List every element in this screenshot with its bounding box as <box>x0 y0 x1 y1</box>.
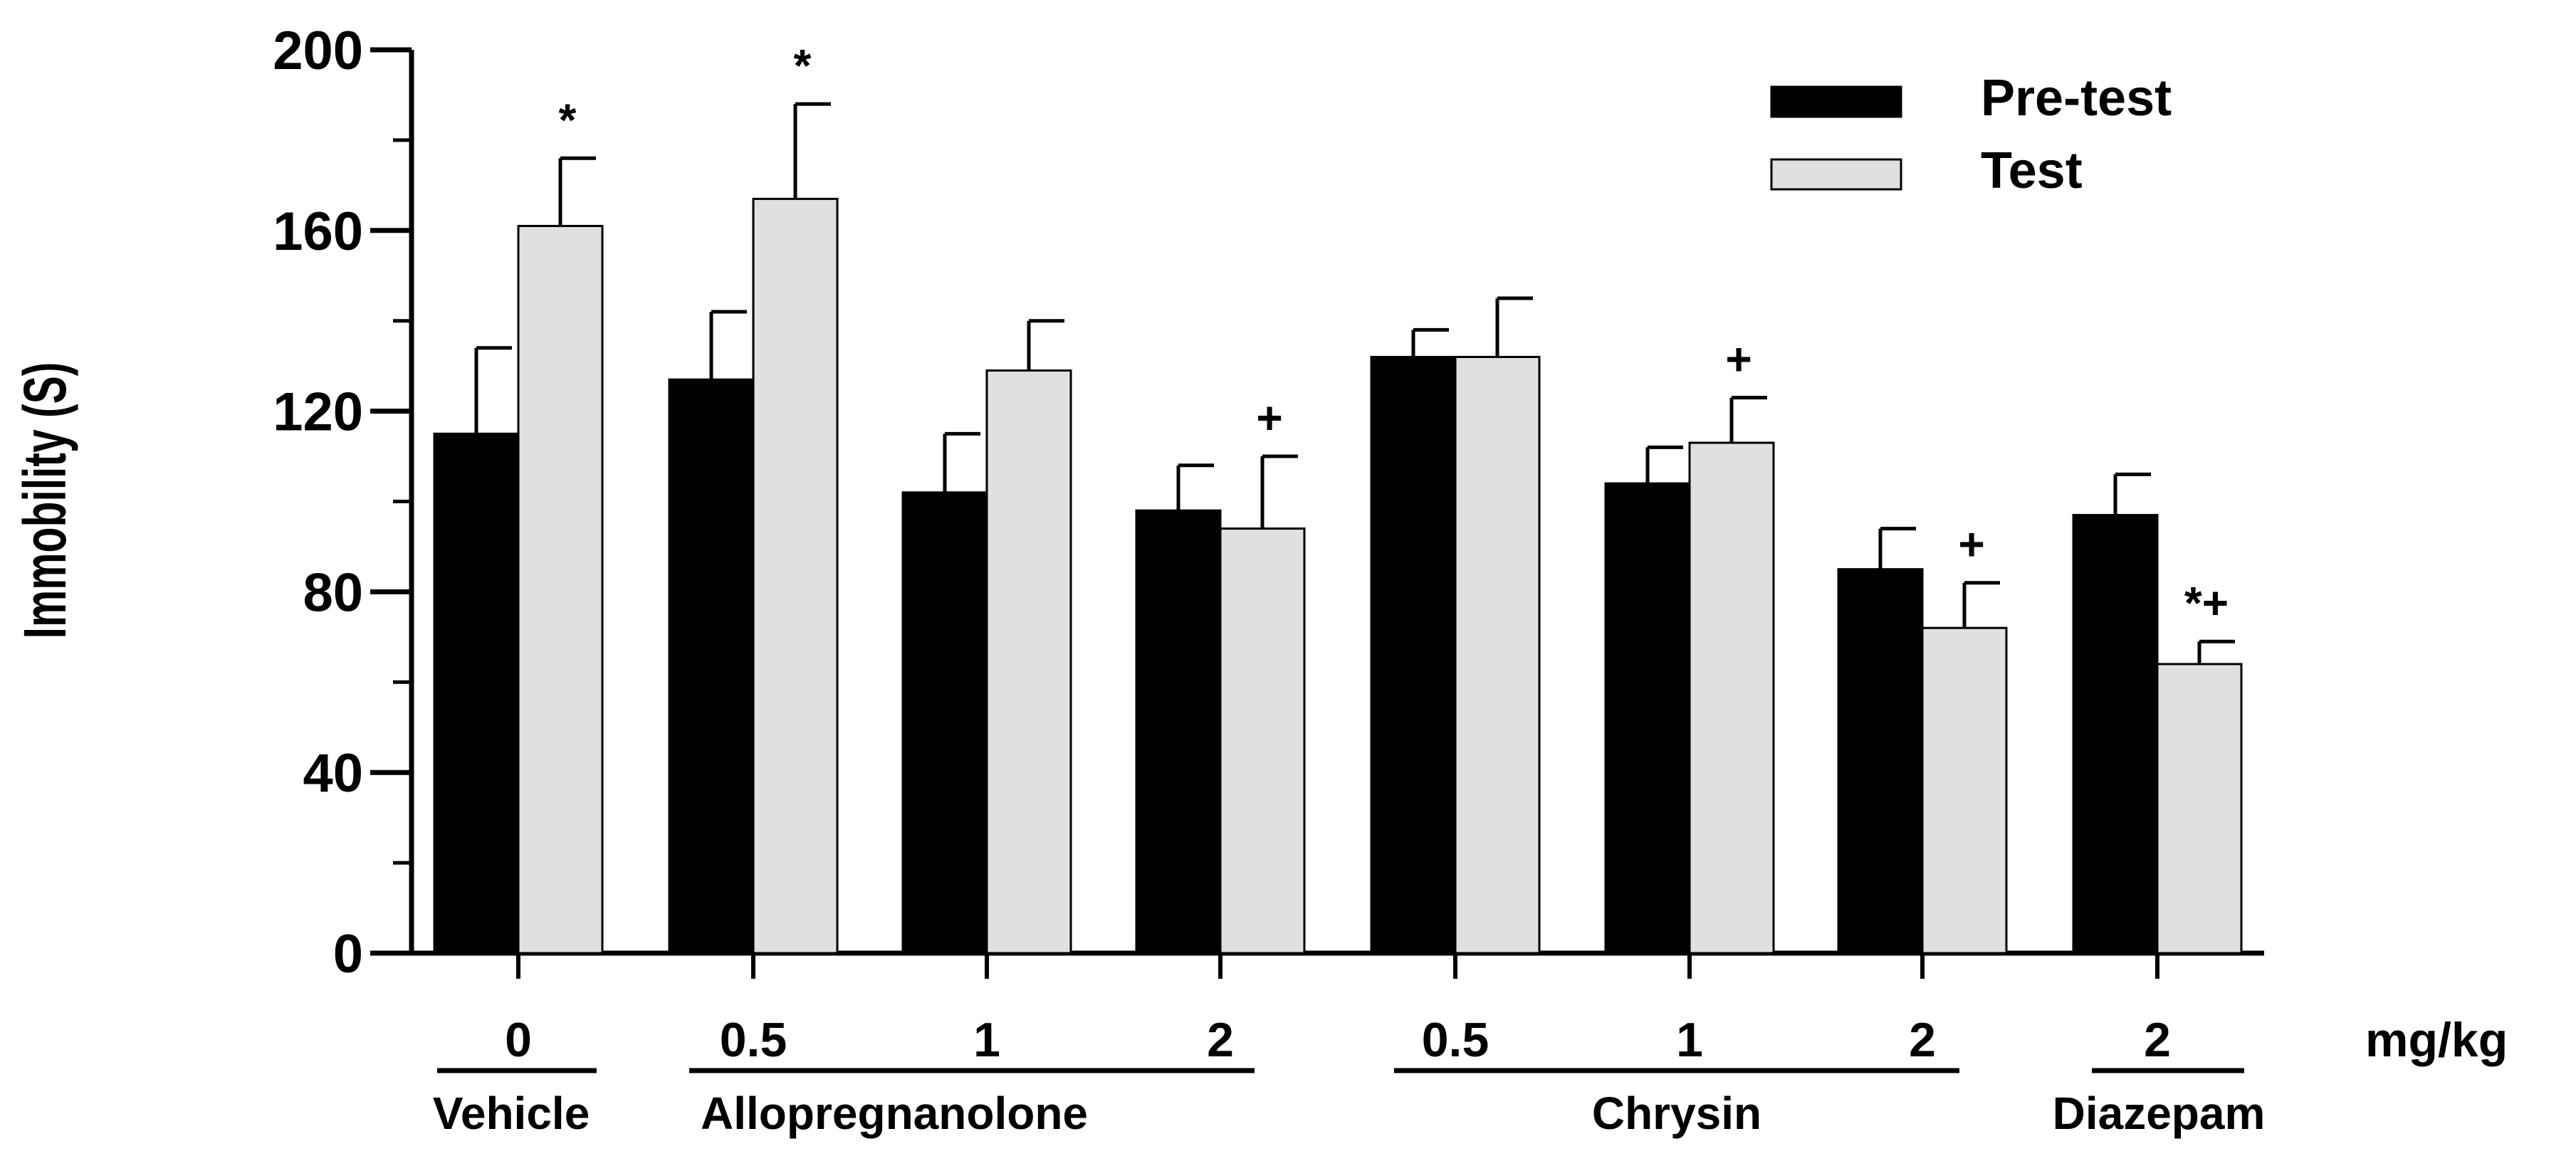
group-label: Diazepam <box>2053 1088 2266 1139</box>
bar-test <box>752 197 839 955</box>
legend-swatch-test <box>1770 158 1902 191</box>
bar-pretest <box>668 378 755 955</box>
legend-label-test: Test <box>1981 142 2083 199</box>
bar-test <box>1454 355 1541 955</box>
y-tick-label: 0 <box>333 924 363 984</box>
bar-test <box>2156 663 2243 955</box>
chart-body: 0 40 80 120 160 200 * 0 * 0.5 1 +2 0.5 +1 +2 *+ 2 Vehicle… <box>273 21 2265 1139</box>
significance-marker: *+ <box>2184 577 2229 629</box>
x-tick-label: 2 <box>1207 1013 1234 1067</box>
bar-test <box>517 224 604 955</box>
x-tick-label: 2 <box>2144 1013 2171 1067</box>
bar-pretest <box>1604 482 1691 955</box>
x-tick-label: 2 <box>1909 1013 1936 1067</box>
group-label: Chrysin <box>1592 1088 1761 1139</box>
x-tick-label: 1 <box>1676 1013 1703 1067</box>
unit-label: mg/kg <box>2365 1013 2508 1067</box>
bar-pretest <box>901 491 988 955</box>
bar-pretest <box>433 432 520 955</box>
y-tick-label: 200 <box>273 21 363 81</box>
bar-pretest <box>1135 509 1222 955</box>
bar-test <box>1219 527 1306 955</box>
significance-marker: + <box>1958 519 1984 570</box>
group-label: Allopregnanolone <box>701 1088 1088 1139</box>
bar-test <box>1688 441 1775 955</box>
x-tick-label: 0 <box>505 1013 532 1067</box>
y-tick-label: 160 <box>273 201 363 262</box>
legend: Pre-test Test <box>1770 70 2172 199</box>
y-tick-label: 40 <box>303 743 363 804</box>
bar-pretest <box>2072 514 2159 955</box>
bar-pretest <box>1370 355 1457 955</box>
bar-test <box>1921 626 2008 955</box>
y-tick-label: 120 <box>273 382 363 443</box>
x-tick-label: 0.5 <box>720 1013 787 1067</box>
x-tick-label: 0.5 <box>1422 1013 1489 1067</box>
bar-test <box>985 369 1072 955</box>
significance-marker: + <box>1725 334 1752 385</box>
significance-marker: * <box>794 40 812 91</box>
y-tick-label: 80 <box>303 562 363 623</box>
x-tick-label: 1 <box>973 1013 1000 1067</box>
bar-pretest <box>1837 568 1924 955</box>
significance-marker: + <box>1256 392 1282 443</box>
group-label: Vehicle <box>433 1088 590 1139</box>
y-axis-label: Immobility (S) <box>12 362 79 639</box>
legend-swatch-pretest <box>1770 85 1902 118</box>
legend-label-pretest: Pre-test <box>1981 70 2172 127</box>
significance-marker: * <box>559 94 577 145</box>
